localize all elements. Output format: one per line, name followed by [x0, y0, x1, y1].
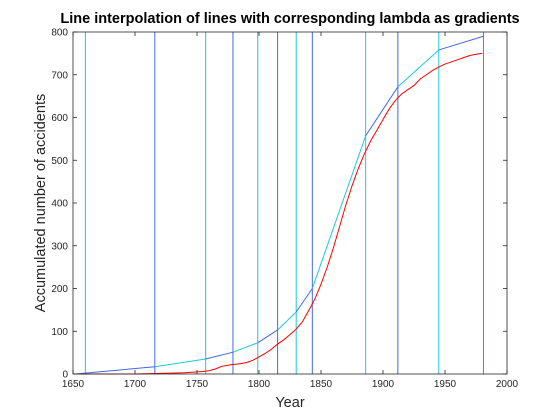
interpolation-segment-3	[232, 342, 258, 353]
x-tick-label: 1700	[124, 379, 147, 390]
interpolation-segment-1	[154, 358, 206, 368]
y-tick-label: 200	[51, 284, 68, 295]
y-tick-label: 0	[62, 370, 68, 381]
plot-area	[73, 32, 507, 374]
series-line-cumulative-data	[75, 52, 483, 375]
x-tick-label: 1900	[372, 379, 395, 390]
interpolation-segment-0	[75, 366, 155, 375]
y-axis-label: Accumulated number of accidents	[33, 94, 49, 312]
interpolation-segment-8	[365, 86, 399, 137]
x-axis-label: Year	[275, 395, 304, 411]
interpolation-segment-4	[257, 329, 278, 344]
interpolation-segment-10	[438, 35, 484, 51]
interpolation-segment-7	[311, 135, 367, 289]
x-tick-label: 1650	[62, 379, 85, 390]
y-tick-label: 600	[51, 113, 68, 124]
interpolation-segment-5	[277, 311, 297, 331]
y-tick-label: 800	[51, 28, 68, 39]
interpolation-segment-9	[397, 49, 440, 88]
x-tick-label: 1850	[310, 379, 333, 390]
x-tick-label: 1750	[186, 379, 209, 390]
x-tick-label: 2000	[496, 379, 519, 390]
axes-group: 1650 1700 1750 1800 1850 1900 1950 2000 0 100 200 3…	[51, 28, 518, 391]
x-tick-label: 1950	[434, 379, 457, 390]
series-group	[75, 35, 484, 375]
y-tick-label: 500	[51, 156, 68, 167]
y-tick-label: 300	[51, 241, 68, 252]
vertical-lines-group	[84, 32, 484, 374]
interpolation-segment-6	[295, 288, 313, 313]
interpolation-segment-2	[205, 351, 234, 360]
y-tick-label: 400	[51, 199, 68, 210]
chart-title: Line interpolation of lines with corresp…	[60, 11, 519, 27]
x-tick-label: 1800	[248, 379, 271, 390]
y-tick-label: 700	[51, 70, 68, 81]
y-tick-label: 100	[51, 327, 68, 338]
